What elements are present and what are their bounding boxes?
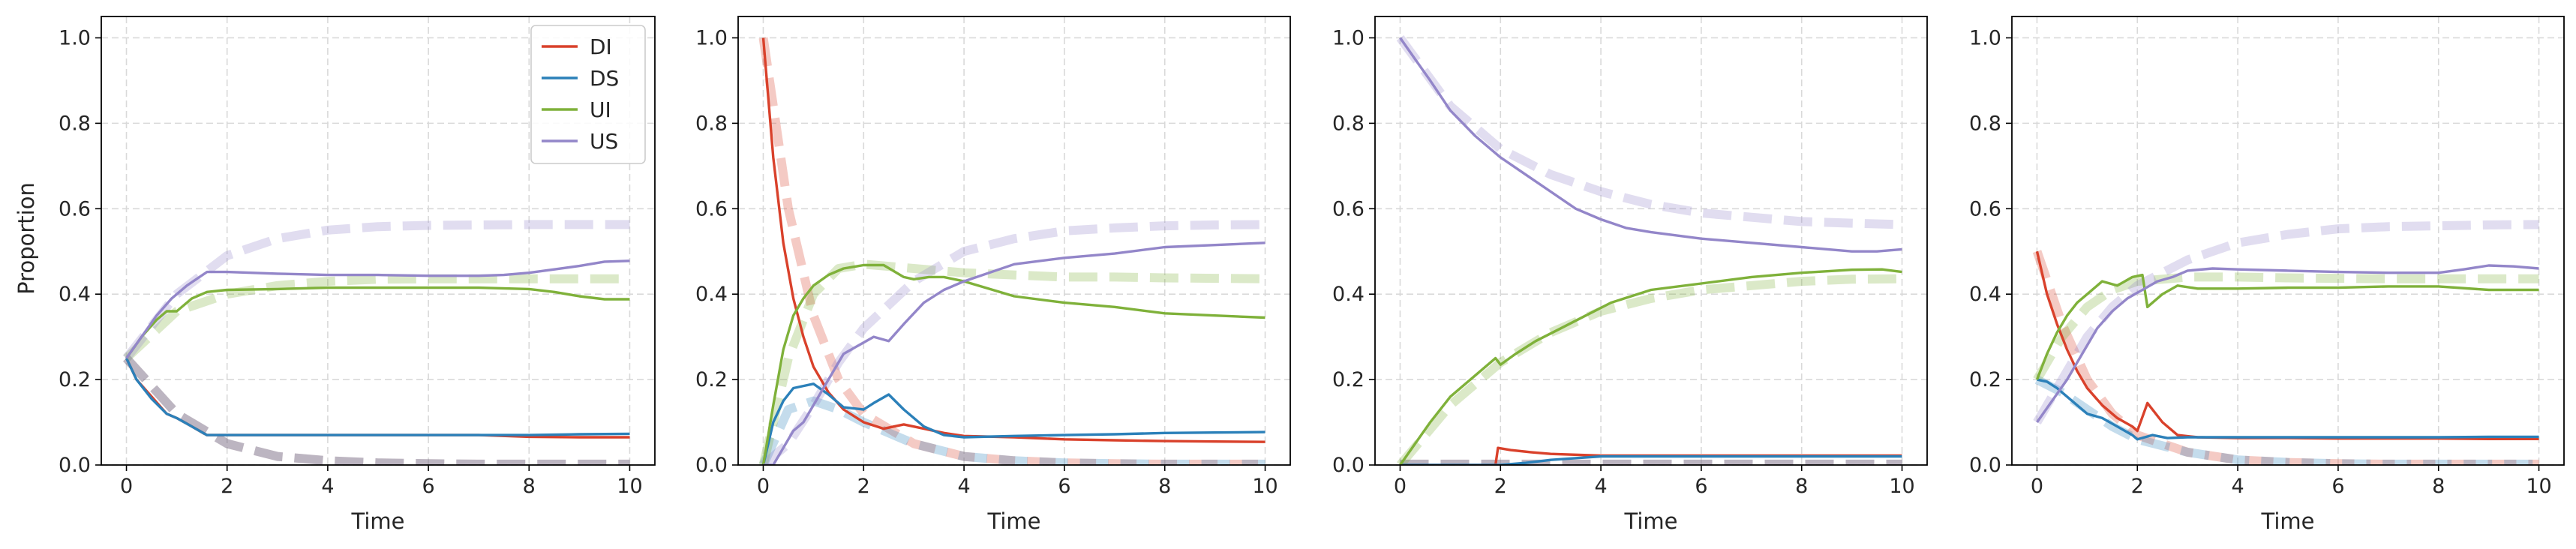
series-line-us: [2036, 264, 2539, 423]
x-tick-label: 6: [2331, 475, 2344, 498]
y-tick-label: 0.4: [1332, 283, 1365, 306]
series-line-ui: [125, 286, 630, 359]
y-tick-label: 0.8: [1969, 112, 2001, 135]
legend-box: [530, 25, 646, 164]
legend-label-ui: UI: [590, 98, 611, 122]
x-tick-label: 0: [757, 475, 770, 498]
y-tick-label: 0.6: [59, 197, 91, 220]
legend-label-di: DI: [590, 34, 612, 59]
y-tick-label: 0.0: [1969, 454, 2001, 477]
reference-line-us: [1396, 34, 1902, 230]
y-tick-label: 0.0: [1332, 454, 1365, 477]
x-axis-label: Time: [351, 508, 405, 534]
reference-line-di: [2032, 250, 2539, 465]
reference-line-ds: [759, 396, 1265, 465]
x-tick-label: 4: [1594, 475, 1607, 498]
x-tick-label: 10: [617, 475, 642, 498]
y-axis-label: Proportion: [14, 182, 39, 295]
legend: DI DS UI US: [530, 25, 646, 164]
x-tick-label: 0: [1394, 475, 1407, 498]
axes-frame: [101, 16, 656, 466]
y-tick-label: 0.8: [59, 112, 91, 135]
series-line-ds: [1400, 454, 1902, 465]
series-line-ds: [2037, 378, 2539, 441]
y-tick-label: 0.2: [59, 368, 91, 392]
x-tick-label: 0: [2031, 475, 2043, 498]
y-tick-label: 0.2: [1969, 368, 2001, 392]
x-tick-label: 8: [523, 475, 536, 498]
series-line-ui: [2035, 273, 2539, 380]
x-tick-label: 10: [1252, 475, 1277, 498]
reference-line-ui: [1396, 274, 1902, 465]
legend-label-us: US: [590, 129, 618, 154]
x-tick-label: 8: [2432, 475, 2445, 498]
x-tick-label: 2: [1494, 475, 1507, 498]
reference-line-ui: [758, 260, 1265, 465]
y-tick-label: 0.6: [695, 197, 728, 220]
legend-label-ds: DS: [590, 66, 619, 91]
x-axis-label: Time: [987, 508, 1041, 534]
series-line-ui: [761, 263, 1265, 465]
series-line-us: [125, 260, 630, 359]
x-tick-label: 6: [1058, 475, 1070, 498]
y-tick-label: 0.8: [1332, 112, 1365, 135]
y-tick-label: 0.4: [1969, 283, 2001, 306]
y-tick-label: 0.0: [59, 454, 91, 477]
y-tick-label: 0.4: [59, 283, 91, 306]
reference-line-ui: [2033, 272, 2539, 382]
x-tick-label: 2: [2131, 475, 2144, 498]
y-tick-label: 0.6: [1332, 197, 1365, 220]
x-axis-label: Time: [2261, 508, 2315, 534]
x-tick-label: 4: [321, 475, 334, 498]
reference-line-us: [760, 220, 1265, 465]
reference-line-ds: [2034, 375, 2539, 465]
y-tick-label: 0.4: [695, 283, 728, 306]
x-tick-label: 4: [2231, 475, 2244, 498]
reference-line-di: [123, 355, 630, 465]
series-line-ds: [761, 382, 1265, 465]
series-line-di: [761, 38, 1265, 443]
y-tick-label: 1.0: [1332, 26, 1365, 50]
x-tick-label: 4: [957, 475, 970, 498]
chart-panel-2: 0 2 4 6 8 10 0.0 0.2 0.4 0.6 0.8 1.0 Time: [695, 16, 1291, 534]
axes-frame: [1374, 16, 1928, 466]
y-tick-label: 0.0: [695, 454, 728, 477]
chart-panel-3: 0 2 4 6 8 10 0.0 0.2 0.4 0.6 0.8 1.0 Time: [1332, 16, 1928, 534]
x-tick-label: 8: [1158, 475, 1171, 498]
y-tick-label: 0.8: [695, 112, 728, 135]
reference-line-di: [758, 37, 1265, 465]
axes-frame: [2011, 16, 2565, 466]
reference-line-us: [122, 220, 630, 362]
y-tick-label: 0.6: [1969, 197, 2001, 220]
x-tick-label: 6: [422, 475, 434, 498]
chart-panel-1: 0 2 4 6 8 10 0.0 0.2 0.4 0.6 0.8 1.0 Time DI DS UI US: [59, 16, 656, 534]
chart-panel-4: 0 2 4 6 8 10 0.0 0.2 0.4 0.6 0.8 1.0 Time: [1969, 16, 2565, 534]
x-tick-label: 2: [857, 475, 870, 498]
y-tick-label: 0.2: [695, 368, 728, 392]
x-tick-label: 6: [1695, 475, 1707, 498]
series-line-us: [763, 242, 1265, 465]
y-tick-label: 1.0: [1969, 26, 2001, 50]
x-tick-label: 2: [221, 475, 233, 498]
x-tick-label: 10: [1889, 475, 1914, 498]
reference-line-us: [2033, 220, 2539, 425]
x-tick-label: 10: [2526, 475, 2551, 498]
y-tick-label: 0.2: [1332, 368, 1365, 392]
series-line-us: [1399, 37, 1902, 253]
x-axis-label: Time: [1624, 508, 1678, 534]
series-line-ds: [125, 357, 630, 436]
axes-frame: [737, 16, 1291, 466]
x-tick-label: 0: [120, 475, 133, 498]
reference-line-ds: [123, 355, 630, 465]
series-line-ui: [1399, 268, 1902, 465]
y-tick-label: 1.0: [695, 26, 728, 50]
x-tick-label: 8: [1795, 475, 1808, 498]
y-tick-label: 1.0: [59, 26, 91, 50]
reference-line-ui: [123, 274, 630, 362]
